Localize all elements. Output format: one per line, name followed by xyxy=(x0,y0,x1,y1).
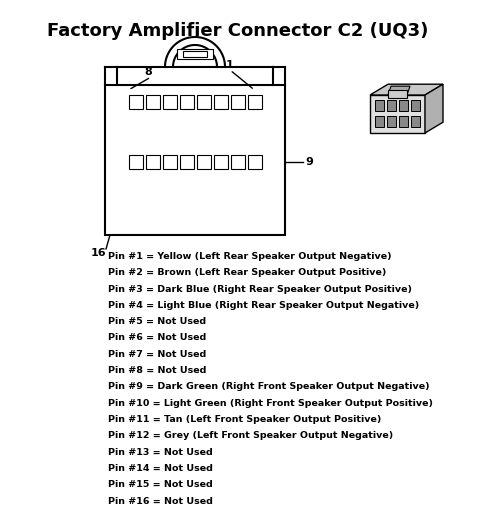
Text: Pin #8 = Not Used: Pin #8 = Not Used xyxy=(108,366,206,375)
Text: Pin #9 = Dark Green (Right Front Speaker Output Negative): Pin #9 = Dark Green (Right Front Speaker… xyxy=(108,383,430,391)
Bar xyxy=(411,100,420,111)
Bar xyxy=(213,155,228,169)
Bar xyxy=(231,155,245,169)
Bar xyxy=(180,95,194,109)
Bar xyxy=(231,95,245,109)
Bar xyxy=(183,51,207,57)
Bar xyxy=(105,85,285,235)
Text: Pin #10 = Light Green (Right Front Speaker Output Positive): Pin #10 = Light Green (Right Front Speak… xyxy=(108,399,433,408)
Polygon shape xyxy=(425,84,443,133)
Bar xyxy=(162,155,177,169)
Polygon shape xyxy=(370,84,443,95)
Bar xyxy=(248,95,261,109)
Text: Pin #2 = Brown (Left Rear Speaker Output Positive): Pin #2 = Brown (Left Rear Speaker Output… xyxy=(108,268,387,277)
Text: Pin #11 = Tan (Left Front Speaker Output Positive): Pin #11 = Tan (Left Front Speaker Output… xyxy=(108,415,381,424)
Bar xyxy=(129,95,143,109)
Text: 16: 16 xyxy=(90,248,106,258)
Bar xyxy=(399,116,408,127)
Bar xyxy=(146,95,159,109)
Text: 9: 9 xyxy=(305,157,313,167)
Bar xyxy=(399,100,408,111)
Text: Pin #4 = Light Blue (Right Rear Speaker Output Negative): Pin #4 = Light Blue (Right Rear Speaker … xyxy=(108,301,419,310)
Text: Pin #15 = Not Used: Pin #15 = Not Used xyxy=(108,480,213,489)
Bar xyxy=(248,155,261,169)
Bar xyxy=(387,100,396,111)
Text: Pin #5 = Not Used: Pin #5 = Not Used xyxy=(108,317,206,326)
Text: Pin #14 = Not Used: Pin #14 = Not Used xyxy=(108,464,213,473)
Bar xyxy=(162,95,177,109)
Bar xyxy=(411,116,420,127)
Text: Pin #3 = Dark Blue (Right Rear Speaker Output Positive): Pin #3 = Dark Blue (Right Rear Speaker O… xyxy=(108,284,412,294)
Bar xyxy=(197,95,210,109)
Bar xyxy=(213,95,228,109)
Bar xyxy=(146,155,159,169)
Polygon shape xyxy=(388,86,410,95)
Bar xyxy=(375,100,384,111)
Bar xyxy=(370,95,425,133)
Text: Pin #6 = Not Used: Pin #6 = Not Used xyxy=(108,333,206,342)
Text: Pin #13 = Not Used: Pin #13 = Not Used xyxy=(108,448,213,457)
Text: Pin #12 = Grey (Left Front Speaker Output Negative): Pin #12 = Grey (Left Front Speaker Outpu… xyxy=(108,431,393,440)
Bar xyxy=(177,49,213,59)
Bar xyxy=(129,155,143,169)
Text: 8: 8 xyxy=(144,67,152,77)
Text: Pin #7 = Not Used: Pin #7 = Not Used xyxy=(108,350,206,359)
Bar xyxy=(388,90,407,98)
Text: Pin #1 = Yellow (Left Rear Speaker Output Negative): Pin #1 = Yellow (Left Rear Speaker Outpu… xyxy=(108,252,392,261)
Text: Factory Amplifier Connector C2 (UQ3): Factory Amplifier Connector C2 (UQ3) xyxy=(47,22,428,40)
Bar xyxy=(197,155,210,169)
Bar xyxy=(375,116,384,127)
Text: Pin #16 = Not Used: Pin #16 = Not Used xyxy=(108,496,213,506)
Text: 1: 1 xyxy=(226,60,234,70)
Bar xyxy=(180,155,194,169)
Bar xyxy=(387,116,396,127)
